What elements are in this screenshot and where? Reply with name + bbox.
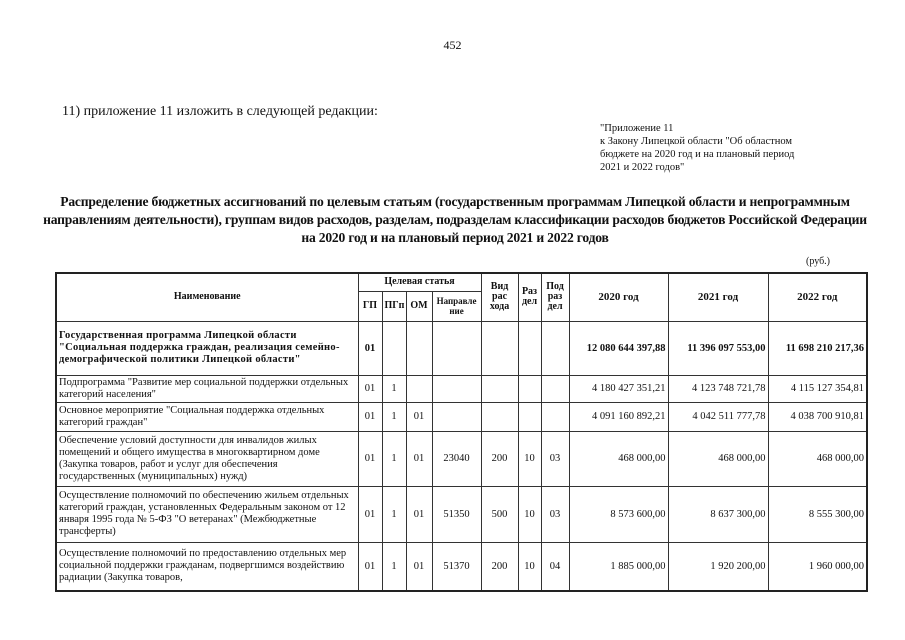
cell-dir bbox=[431, 401, 482, 432]
cell-pgp: 1 bbox=[381, 541, 407, 592]
cell-gp: 01 bbox=[357, 541, 383, 592]
cell-y2021: 4 042 511 777,78 bbox=[667, 401, 769, 432]
cell-y2021: 468 000,00 bbox=[667, 430, 769, 487]
table-row: Осуществление полномочий по обеспечению … bbox=[55, 485, 868, 543]
cell-pgp bbox=[381, 320, 407, 376]
cell-y2021: 11 396 097 553,00 bbox=[667, 320, 769, 376]
header-2022: 2022 год bbox=[767, 272, 868, 322]
cell-om bbox=[405, 320, 433, 376]
table-row: Государственная программа Липецкой облас… bbox=[55, 320, 868, 376]
cell-om: 01 bbox=[405, 541, 433, 592]
cell-razdel: 10 bbox=[517, 485, 542, 543]
budget-table: Наименование Целевая статья Вид рас хода… bbox=[55, 272, 869, 592]
cell-y2020: 468 000,00 bbox=[568, 430, 669, 487]
table-row: Основное мероприятие "Социальная поддерж… bbox=[55, 401, 868, 432]
table-row: Обеспечение условий доступности для инва… bbox=[55, 430, 868, 487]
cell-razdel bbox=[517, 401, 542, 432]
cell-y2020: 12 080 644 397,88 bbox=[568, 320, 669, 376]
cell-y2022: 11 698 210 217,36 bbox=[767, 320, 868, 376]
cell-vid bbox=[480, 374, 519, 403]
cell-dir bbox=[431, 374, 482, 403]
cell-y2020: 8 573 600,00 bbox=[568, 485, 669, 543]
cell-pgp: 1 bbox=[381, 374, 407, 403]
cell-podrazdel: 04 bbox=[540, 541, 570, 592]
cell-y2022: 4 038 700 910,81 bbox=[767, 401, 868, 432]
header-direction: Направле ние bbox=[431, 290, 482, 322]
header-target: Целевая статья bbox=[357, 272, 482, 292]
cell-gp: 01 bbox=[357, 401, 383, 432]
cell-pgp: 1 bbox=[381, 401, 407, 432]
cell-name: Осуществление полномочий по обеспечению … bbox=[55, 485, 359, 543]
cell-vid bbox=[480, 401, 519, 432]
cell-om: 01 bbox=[405, 485, 433, 543]
cell-y2022: 1 960 000,00 bbox=[767, 541, 868, 592]
page-number: 452 bbox=[443, 38, 462, 52]
cell-name: Подпрограмма "Развитие мер социальной по… bbox=[55, 374, 359, 403]
cell-dir: 23040 bbox=[431, 430, 482, 487]
cell-y2021: 4 123 748 721,78 bbox=[667, 374, 769, 403]
cell-dir bbox=[431, 320, 482, 376]
cell-razdel: 10 bbox=[517, 541, 542, 592]
cell-dir: 51370 bbox=[431, 541, 482, 592]
cell-podrazdel bbox=[540, 374, 570, 403]
cell-name: Основное мероприятие "Социальная поддерж… bbox=[55, 401, 359, 432]
cell-y2020: 1 885 000,00 bbox=[568, 541, 669, 592]
cell-name: Обеспечение условий доступности для инва… bbox=[55, 430, 359, 487]
unit-label: (руб.) bbox=[806, 256, 830, 267]
cell-pgp: 1 bbox=[381, 485, 407, 543]
cell-podrazdel: 03 bbox=[540, 485, 570, 543]
cell-y2021: 8 637 300,00 bbox=[667, 485, 769, 543]
table-row: Осуществление полномочий по предоставлен… bbox=[55, 541, 868, 592]
cell-razdel: 10 bbox=[517, 430, 542, 487]
cell-podrazdel bbox=[540, 320, 570, 376]
cell-y2022: 8 555 300,00 bbox=[767, 485, 868, 543]
cell-vid: 500 bbox=[480, 485, 519, 543]
cell-podrazdel bbox=[540, 401, 570, 432]
cell-vid: 200 bbox=[480, 430, 519, 487]
header-razdel: Раз дел bbox=[517, 272, 542, 322]
cell-vid: 200 bbox=[480, 541, 519, 592]
cell-razdel bbox=[517, 374, 542, 403]
appendix-line: "Приложение 11 bbox=[600, 123, 674, 134]
header-pgp: ПГп bbox=[381, 290, 407, 322]
cell-om: 01 bbox=[405, 430, 433, 487]
cell-razdel bbox=[517, 320, 542, 376]
document-title: Распределение бюджетных ассигнований по … bbox=[43, 194, 867, 245]
header-vid: Вид рас хода bbox=[480, 272, 519, 322]
appendix-line: бюджете на 2020 год и на плановый период bbox=[600, 149, 795, 160]
cell-y2022: 468 000,00 bbox=[767, 430, 868, 487]
cell-y2020: 4 180 427 351,21 bbox=[568, 374, 669, 403]
header-2021: 2021 год bbox=[667, 272, 769, 322]
cell-dir: 51350 bbox=[431, 485, 482, 543]
cell-pgp: 1 bbox=[381, 430, 407, 487]
cell-name: Государственная программа Липецкой облас… bbox=[55, 320, 359, 376]
cell-gp: 01 bbox=[357, 485, 383, 543]
cell-om bbox=[405, 374, 433, 403]
cell-om: 01 bbox=[405, 401, 433, 432]
appendix-note: "Приложение 11 к Закону Липецкой области… bbox=[600, 122, 840, 174]
cell-gp: 01 bbox=[357, 430, 383, 487]
header-name: Наименование bbox=[55, 272, 359, 322]
cell-y2022: 4 115 127 354,81 bbox=[767, 374, 868, 403]
appendix-line: к Закону Липецкой области "Об областном bbox=[600, 136, 793, 147]
header-2020: 2020 год bbox=[568, 272, 669, 322]
cell-gp: 01 bbox=[357, 374, 383, 403]
table-row: Подпрограмма "Развитие мер социальной по… bbox=[55, 374, 868, 403]
cell-y2021: 1 920 200,00 bbox=[667, 541, 769, 592]
appendix-line: 2021 и 2022 годов" bbox=[600, 162, 685, 173]
cell-name: Осуществление полномочий по предоставлен… bbox=[55, 541, 359, 592]
cell-y2020: 4 091 160 892,21 bbox=[568, 401, 669, 432]
cell-vid bbox=[480, 320, 519, 376]
cell-gp: 01 bbox=[357, 320, 383, 376]
intro-text: 11) приложение 11 изложить в следующей р… bbox=[62, 104, 378, 119]
header-gp: ГП bbox=[357, 290, 383, 322]
header-podrazdel: Под раз дел bbox=[540, 272, 570, 322]
cell-podrazdel: 03 bbox=[540, 430, 570, 487]
header-om: ОМ bbox=[405, 290, 433, 322]
